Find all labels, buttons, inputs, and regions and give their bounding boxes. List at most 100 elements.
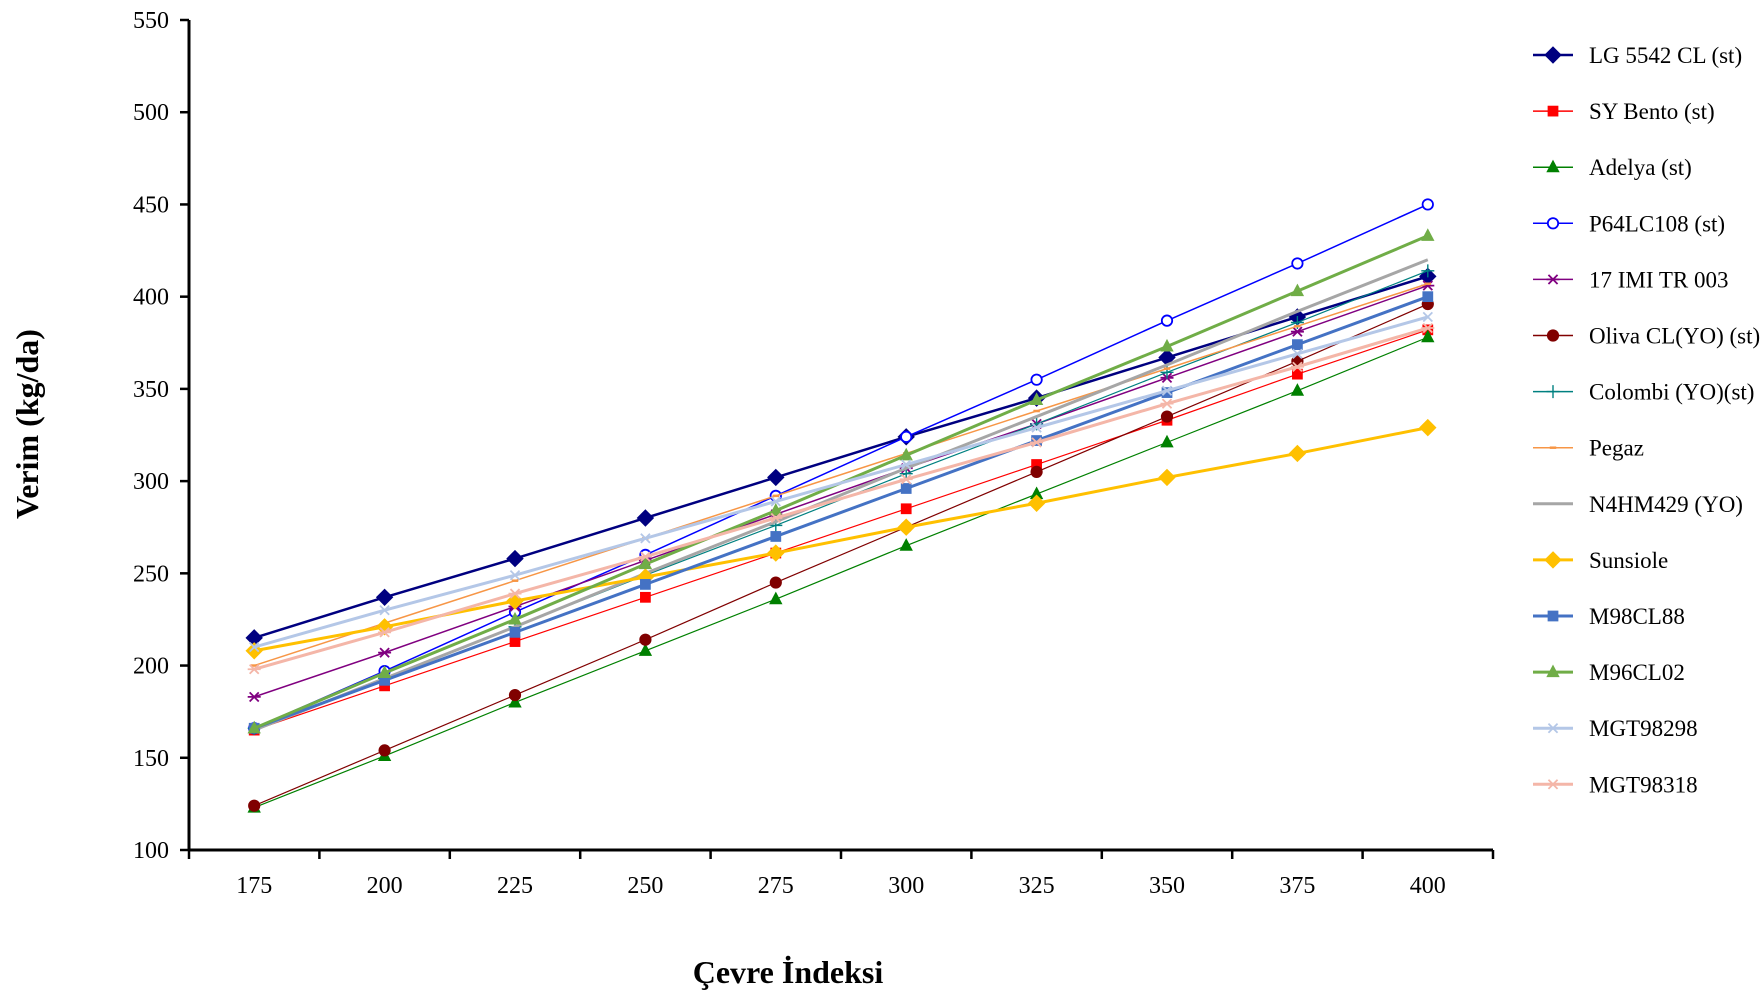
legend-marker [1546,664,1560,678]
series-9 [245,418,1437,660]
data-point [378,647,392,658]
y-tick-label: 200 [133,654,169,680]
data-point [1030,465,1043,478]
legend-label: LG 5542 CL (st) [1589,43,1742,68]
legend: LG 5542 CL (st) SY Bento (st) Adelya (st) P… [1533,43,1760,797]
data-point [1290,283,1305,297]
legend-label: Adelya (st) [1589,155,1692,180]
series-line [253,283,1429,667]
data-point [636,509,655,527]
data-point [508,688,522,702]
data-point [1027,494,1046,512]
legend-label: SY Bento (st) [1589,99,1715,124]
x-tick-label: 275 [758,873,794,899]
data-point [508,611,522,625]
data-point [1288,444,1307,463]
data-point [1161,385,1173,396]
data-point [1290,383,1305,396]
data-point [769,591,783,605]
legend-marker [1546,779,1560,790]
legend-item: SY Bento (st) [1533,99,1715,124]
data-point [509,636,521,647]
series-line [253,284,1429,698]
series-11 [247,228,1435,734]
legend-marker [1546,274,1560,285]
series-line [253,203,1429,729]
data-point [1160,314,1174,327]
data-point [638,643,653,656]
data-point [769,576,782,589]
series-line [253,336,1429,809]
data-point [1421,228,1435,241]
data-point [1292,368,1303,380]
data-point [377,665,392,678]
data-point [509,569,521,581]
data-point [1030,373,1043,386]
data-point [375,588,394,607]
legend-marker [1544,551,1562,569]
data-point [247,691,261,703]
data-point [900,483,912,494]
data-point [1160,410,1174,423]
legend-marker [1546,329,1560,342]
legend-label: Colombi (YO)(st) [1589,380,1754,405]
y-tick-label: 450 [133,192,169,218]
legend-item: P64LC108 (st) [1533,211,1725,236]
data-point [1421,264,1435,278]
data-point [1421,198,1434,211]
legend-label: Oliva CL(YO) (st) [1589,324,1760,349]
series-5 [248,297,1434,812]
legend-item: N4HM429 (YO) [1533,492,1743,517]
data-point [899,538,913,551]
x-tick-label: 375 [1279,873,1315,899]
legend-item: M98CL88 [1533,604,1685,629]
y-tick-label: 300 [133,469,169,495]
data-point [1422,311,1433,323]
data-point [899,474,913,485]
y-axis-title: Verim (kg/da) [9,329,45,519]
legend-item: LG 5542 CL (st) [1533,43,1742,68]
legend-marker [1546,217,1560,230]
legend-marker [1547,610,1559,622]
data-point [769,512,783,524]
data-point [1421,329,1435,343]
data-point [1290,326,1304,337]
legend-label: M98CL88 [1589,604,1685,629]
data-point [897,518,915,536]
legend-marker [1547,105,1559,117]
data-point [1292,339,1303,350]
legend-item: M96CL02 [1533,660,1685,685]
data-point [1292,348,1303,360]
data-point [1419,418,1437,437]
data-point [900,503,912,515]
data-point [247,720,261,734]
data-point [1160,434,1174,448]
y-tick-label: 350 [133,377,169,403]
series-13 [247,322,1435,675]
data-point [249,641,260,653]
data-point [378,744,391,757]
y-tick-label: 100 [133,838,169,864]
x-tick-label: 225 [497,873,533,899]
data-point [509,626,521,638]
x-tick-label: 350 [1149,873,1185,899]
legend-item: Sunsiole [1533,548,1668,573]
data-point [378,627,392,638]
legend-marker [1546,159,1560,173]
data-point [1158,468,1176,487]
series-line [254,329,1428,731]
data-point [640,533,651,544]
legend-label: MGT98318 [1589,772,1698,797]
data-point [1030,437,1044,448]
data-point [379,605,390,616]
data-point [1031,422,1042,433]
legend-label: MGT98298 [1589,716,1698,741]
data-point [1160,398,1174,409]
y-tick-label: 400 [133,285,169,311]
series-line [253,295,1429,730]
legend-marker [1544,46,1562,64]
data-point [638,551,652,562]
data-point [248,799,261,812]
axes: 100 150 200 250 300 350 400 450 500 550 175 200 225 2… [133,8,1495,899]
